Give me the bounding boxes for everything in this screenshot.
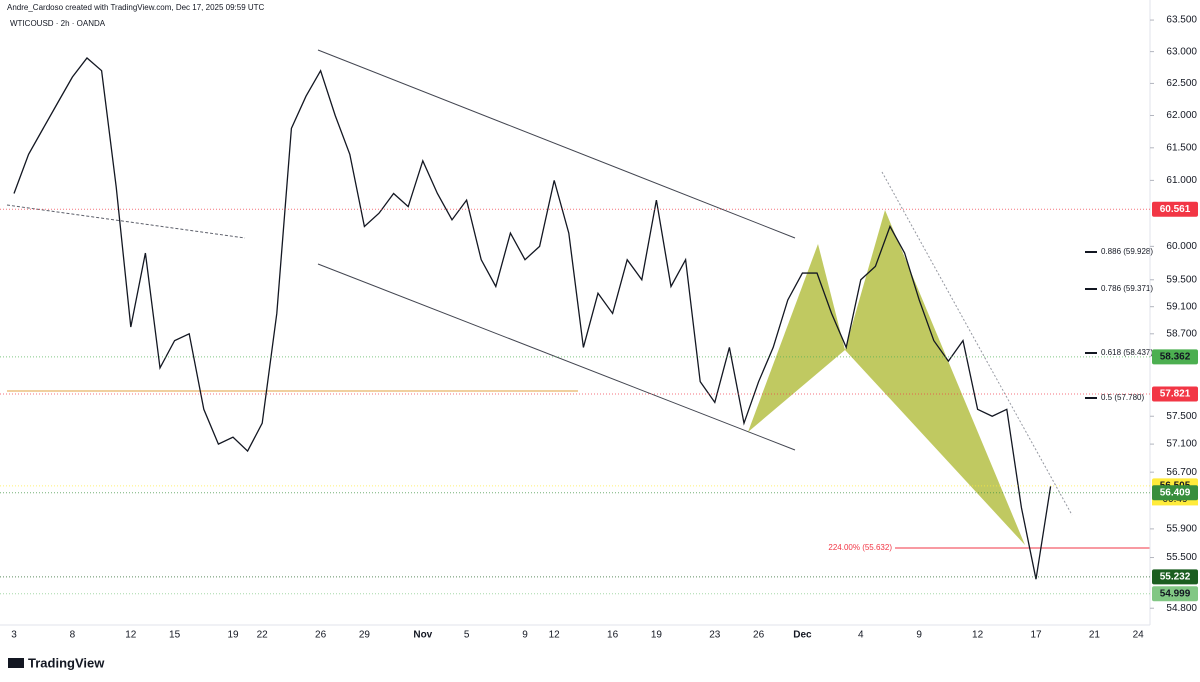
fib-label: 0.886 (59.928) [1101, 247, 1153, 256]
y-tick-label: 59.500 [1166, 274, 1197, 285]
x-tick-label: 9 [522, 630, 528, 641]
price-line [13, 57, 1052, 580]
x-tick-label: 26 [315, 630, 327, 641]
x-tick-label: 12 [549, 630, 561, 641]
harmonic-leg [748, 244, 845, 432]
x-tick-label: 24 [1133, 630, 1145, 641]
dashed-trendline [6, 204, 246, 239]
y-tick-label: 61.000 [1166, 175, 1197, 186]
price-label: 57.821 [1160, 389, 1191, 400]
fib-label: 0.786 (59.371) [1101, 284, 1153, 293]
fib-label: 0.618 (58.437) [1101, 348, 1153, 357]
x-tick-label: 19 [651, 630, 663, 641]
y-tick-label: 61.500 [1166, 142, 1197, 153]
price-label: 58.362 [1160, 351, 1191, 362]
y-tick-label: 54.800 [1166, 603, 1197, 614]
y-tick-label: 62.500 [1166, 78, 1197, 89]
y-tick-label: 55.900 [1166, 524, 1197, 535]
fib-label: 0.5 (57.780) [1101, 393, 1144, 402]
x-tick-label: 23 [709, 630, 721, 641]
price-label-box [1152, 485, 1198, 501]
dotted-trendline [881, 171, 1073, 516]
y-tick-label: 60.000 [1166, 241, 1197, 252]
x-tick-label: Dec [793, 630, 812, 641]
y-tick-label: 56.700 [1166, 467, 1197, 478]
price-label: 55.232 [1160, 572, 1191, 583]
brand: TradingView [28, 655, 105, 670]
x-tick-label: 16 [607, 630, 619, 641]
y-tick-label: 55.500 [1166, 552, 1197, 563]
y-tick-label: 62.000 [1166, 110, 1197, 121]
x-tick-label: 4 [858, 630, 864, 641]
x-tick-label: 21 [1089, 630, 1101, 641]
credit: Andre_Cardoso created with TradingView.c… [7, 3, 265, 12]
x-tick-label: 5 [464, 630, 470, 641]
x-tick-label: 12 [972, 630, 984, 641]
drawings: 0.886 (59.928) 0.786 (59.371) 0.618 (58.… [6, 49, 1153, 552]
price-label-box [1152, 569, 1198, 585]
x-tick-label: 29 [359, 630, 371, 641]
harmonic-leg [845, 210, 1025, 545]
y-tick-label: 57.100 [1166, 439, 1197, 450]
price-label-box [1152, 201, 1198, 217]
x-tick-label: 9 [916, 630, 922, 641]
x-tick-label: 26 [753, 630, 765, 641]
x-tick-label: 22 [257, 630, 269, 641]
symbol: WTICOUSD · 2h · OANDA [10, 19, 106, 28]
price-label-box [1152, 349, 1198, 365]
price-label-box [1152, 386, 1198, 402]
price-label: 60.561 [1160, 204, 1191, 215]
x-tick-label: 17 [1030, 630, 1042, 641]
extension-label: 224.00% (55.632) [828, 543, 892, 552]
y-tick-label: 58.700 [1166, 328, 1197, 339]
price-label-box [1152, 586, 1198, 602]
brand-logo [8, 658, 24, 668]
channel-top [317, 49, 796, 239]
y-tick-label: 57.500 [1166, 411, 1197, 422]
y-tick-label: 63.000 [1166, 46, 1197, 57]
x-tick-label: 8 [70, 630, 76, 641]
price-label: 56.409 [1160, 487, 1191, 498]
x-tick-label: Nov [413, 630, 432, 641]
channel-bottom [317, 263, 796, 451]
x-tick-label: 3 [11, 630, 17, 641]
y-tick-label: 63.500 [1166, 15, 1197, 26]
price-label: 54.999 [1160, 588, 1191, 599]
y-tick-label: 59.100 [1166, 301, 1197, 312]
x-tick-label: 19 [227, 630, 239, 641]
x-tick-label: 15 [169, 630, 181, 641]
x-tick-label: 12 [125, 630, 137, 641]
